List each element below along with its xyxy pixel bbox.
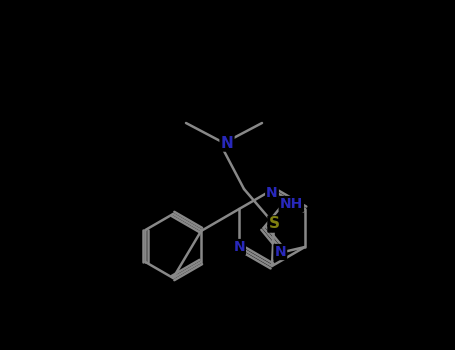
Text: N: N: [233, 240, 245, 254]
Text: N: N: [266, 186, 278, 200]
Text: S: S: [268, 217, 279, 231]
Text: N: N: [274, 245, 286, 259]
Text: NH: NH: [280, 197, 303, 211]
Text: N: N: [221, 135, 233, 150]
